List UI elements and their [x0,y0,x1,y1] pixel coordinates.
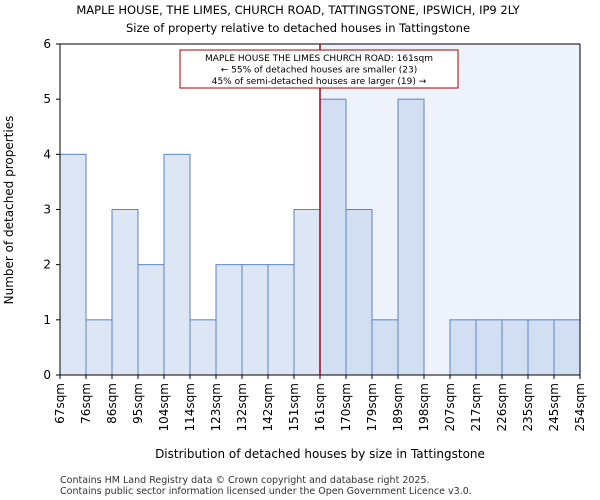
bar-179sqm [371,319,399,376]
bar-189sqm [397,98,425,376]
bar-132sqm [241,264,269,376]
x-tick-label-67sqm: 67sqm [53,383,67,424]
x-tick-label-254sqm: 254sqm [573,383,587,431]
x-tick-label-245sqm: 245sqm [547,383,561,431]
footer-line-2: Contains public sector information licen… [60,486,472,497]
y-tick-label-0: 0 [43,368,51,382]
bar-86sqm [111,209,139,376]
chart-subtitle: Size of property relative to detached ho… [126,21,470,35]
x-tick-label-123sqm: 123sqm [209,383,223,431]
y-tick-label-3: 3 [43,203,51,217]
x-axis-label: Distribution of detached houses by size … [155,447,485,461]
x-tick-label-95sqm: 95sqm [131,383,145,424]
bar-217sqm [475,319,503,376]
annotation-line3: 45% of semi-detached houses are larger (… [212,77,427,87]
bar-142sqm [267,264,295,376]
bar-76sqm [85,319,113,376]
bar-114sqm [189,319,217,376]
bar-104sqm [163,153,191,376]
x-tick-label-189sqm: 189sqm [391,383,405,431]
annotation-line2: ← 55% of detached houses are smaller (23… [221,66,418,76]
x-tick-label-161sqm: 161sqm [313,383,327,431]
x-tick-label-104sqm: 104sqm [157,383,171,431]
y-tick-label-6: 6 [43,37,51,51]
x-tick-label-151sqm: 151sqm [287,383,301,431]
x-tick-label-217sqm: 217sqm [469,383,483,431]
y-axis-label: Number of detached properties [2,116,16,305]
x-tick-label-76sqm: 76sqm [79,383,93,424]
bar-245sqm [553,319,581,376]
bar-235sqm [527,319,555,376]
x-tick-label-198sqm: 198sqm [417,383,431,431]
x-tick-label-170sqm: 170sqm [339,383,353,431]
footer-line-1: Contains HM Land Registry data © Crown c… [60,475,430,486]
annotation-line1: MAPLE HOUSE THE LIMES CHURCH ROAD: 161sq… [205,54,433,64]
bar-123sqm [215,264,243,376]
annotation-box [179,49,459,89]
y-tick-label-1: 1 [43,313,51,327]
x-tick-label-132sqm: 132sqm [235,383,249,431]
chart-title: MAPLE HOUSE, THE LIMES, CHURCH ROAD, TAT… [76,3,520,17]
bar-161sqm [319,98,347,376]
x-tick-label-179sqm: 179sqm [365,383,379,431]
y-tick-label-5: 5 [43,92,51,106]
bar-207sqm [449,319,477,376]
bar-226sqm [501,319,529,376]
bar-170sqm [345,209,373,376]
x-tick-label-235sqm: 235sqm [521,383,535,431]
bar-67sqm [59,153,87,376]
x-tick-label-226sqm: 226sqm [495,383,509,431]
x-tick-label-114sqm: 114sqm [183,383,197,431]
y-tick-label-4: 4 [43,147,51,161]
plot-area: 0 1 2 3 4 5 6 67sqm 76sqm 86sqm 95sqm 104sqm 114sqm 1… [43,37,587,431]
x-tick-label-142sqm: 142sqm [261,383,275,431]
x-tick-label-86sqm: 86sqm [105,383,119,424]
x-tick-label-207sqm: 207sqm [443,383,457,431]
y-tick-label-2: 2 [43,258,51,272]
bar-151sqm [293,209,321,376]
bar-95sqm [137,264,165,376]
